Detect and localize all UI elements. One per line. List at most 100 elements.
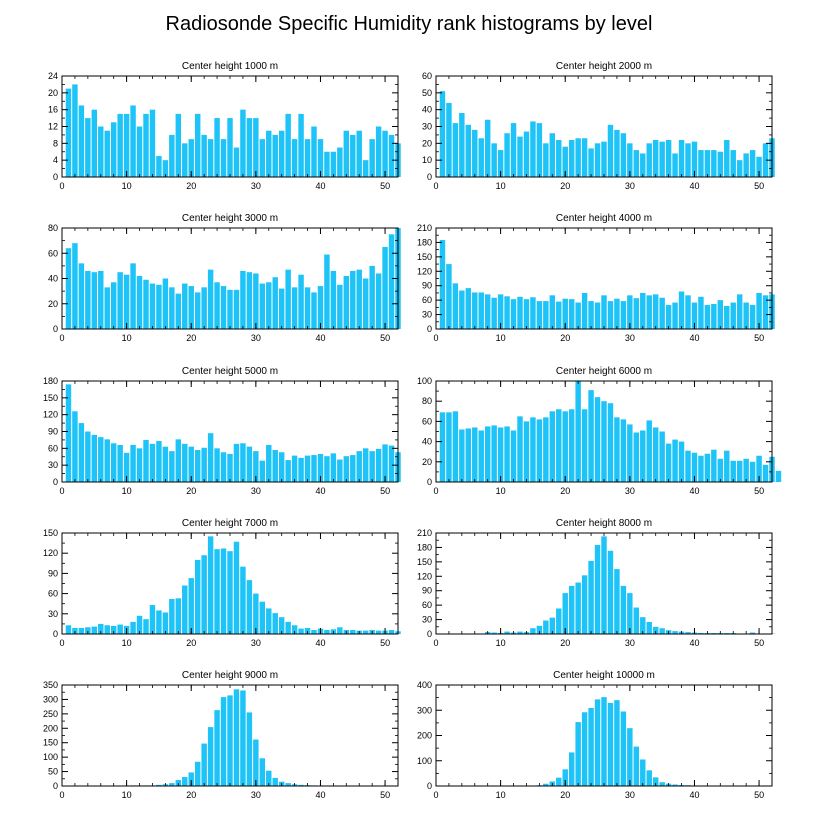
- histogram-bar: [317, 139, 324, 178]
- histogram-bar: [246, 580, 253, 634]
- histogram-bar: [240, 270, 246, 329]
- histogram-bar: [575, 582, 581, 634]
- histogram-bar: [324, 254, 330, 329]
- histogram-bar: [337, 459, 343, 482]
- histogram-bar: [169, 783, 175, 786]
- histogram-bar: [78, 627, 85, 634]
- histogram-bar: [711, 303, 717, 329]
- histogram-bar: [382, 444, 388, 482]
- x-tick-label: 30: [251, 333, 261, 343]
- histogram-bar: [240, 566, 246, 634]
- histogram-panel: Center height 9000 m 0 10 20 30 40 50 0 50 100 150…: [43, 670, 399, 800]
- histogram-bar: [337, 627, 343, 634]
- histogram-bar: [562, 298, 568, 329]
- histogram-bar: [227, 118, 233, 177]
- histogram-bar: [240, 443, 246, 482]
- y-tick-label: 150: [417, 557, 432, 567]
- histogram-bar: [278, 288, 285, 329]
- histogram-panel: Center height 4000 m 0 10 20 30 40 50 0 30 60 90 12…: [417, 213, 775, 343]
- x-tick-label: 0: [59, 790, 64, 800]
- histogram-bar: [227, 695, 233, 786]
- panel-grid: Center height 1000 m 0 10 20 30 40 50 0 4 8 12 16 20…: [43, 61, 782, 800]
- histogram-bar: [350, 455, 356, 482]
- x-tick-label: 10: [496, 638, 506, 648]
- x-tick-label: 30: [251, 790, 261, 800]
- histogram-bar: [233, 147, 240, 177]
- x-tick-label: 0: [433, 333, 438, 343]
- histogram-bar: [730, 302, 736, 329]
- histogram-bar: [484, 426, 491, 482]
- histogram-bar: [91, 109, 98, 177]
- histogram-bar: [278, 130, 285, 177]
- histogram-bar: [304, 139, 311, 178]
- histogram-bar: [446, 102, 452, 177]
- histogram-bar: [627, 593, 633, 634]
- histogram-bar: [672, 439, 678, 482]
- histogram-bar: [575, 302, 581, 329]
- y-tick-label: 80: [422, 396, 432, 406]
- x-tick-label: 10: [496, 486, 506, 496]
- histogram-bar: [497, 427, 504, 482]
- histogram-bar: [504, 426, 510, 482]
- histogram-bar: [672, 302, 678, 329]
- y-tick-label: 0: [427, 172, 432, 182]
- y-tick-label: 90: [422, 586, 432, 596]
- histogram-bar: [762, 295, 769, 329]
- histogram-bar: [362, 448, 369, 482]
- histogram-bar: [227, 453, 233, 482]
- y-tick-label: 12: [48, 122, 58, 132]
- panel-title: Center height 1000 m: [182, 61, 278, 72]
- histogram-bar: [549, 295, 556, 329]
- histogram-bar: [298, 274, 304, 329]
- y-tick-label: 0: [427, 477, 432, 487]
- histogram-bar: [672, 631, 678, 634]
- histogram-bar: [756, 292, 762, 329]
- histogram-bar: [581, 575, 588, 634]
- histogram-bar: [672, 153, 678, 177]
- histogram-bar: [517, 631, 523, 634]
- histogram-bar: [568, 409, 575, 482]
- histogram-bar: [246, 712, 253, 786]
- histogram-bar: [678, 139, 685, 177]
- histogram-bar: [227, 289, 233, 329]
- histogram-bar: [762, 143, 769, 177]
- histogram-bar: [510, 299, 517, 329]
- histogram-bar: [491, 632, 497, 634]
- y-tick-label: 250: [43, 709, 58, 719]
- histogram-bar: [117, 444, 123, 482]
- histogram-bar: [607, 550, 614, 634]
- histogram-bar: [130, 263, 136, 329]
- x-tick-label: 0: [59, 181, 64, 191]
- histogram-bar: [646, 143, 652, 177]
- y-tick-label: 180: [417, 237, 432, 247]
- panel-title: Center height 3000 m: [182, 213, 278, 224]
- y-tick-label: 30: [48, 460, 58, 470]
- histogram-bar: [65, 625, 72, 634]
- histogram-bar: [356, 451, 362, 482]
- histogram-bar: [446, 412, 452, 482]
- histogram-bar: [240, 690, 246, 786]
- y-tick-label: 210: [417, 528, 432, 538]
- histogram-bar: [123, 113, 130, 178]
- histogram-bar: [581, 409, 588, 482]
- histogram-bar: [266, 282, 272, 329]
- histogram-bar: [266, 444, 272, 482]
- histogram-bar: [72, 243, 78, 329]
- y-tick-label: 80: [48, 223, 58, 233]
- x-tick-label: 30: [251, 638, 261, 648]
- histogram-panel: Center height 6000 m 0 10 20 30 40 50 0 20 40 60 80…: [417, 366, 782, 496]
- histogram-bar: [659, 297, 665, 329]
- histogram-bar: [452, 411, 459, 482]
- histogram-bar: [607, 702, 614, 786]
- histogram-bar: [536, 419, 543, 482]
- x-tick-label: 20: [560, 333, 570, 343]
- histogram-bar: [659, 431, 665, 482]
- y-tick-label: 10: [422, 155, 432, 165]
- histogram-bar: [504, 296, 510, 329]
- histogram-bar: [272, 613, 278, 634]
- histogram-bar: [175, 113, 182, 178]
- y-tick-label: 16: [48, 105, 58, 115]
- panel-title: Center height 4000 m: [556, 213, 652, 224]
- histogram-bar: [85, 431, 91, 482]
- histogram-bar: [652, 427, 659, 482]
